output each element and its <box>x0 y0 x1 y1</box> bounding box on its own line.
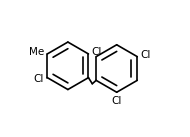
Text: Cl: Cl <box>140 50 150 60</box>
Text: Me: Me <box>29 47 45 57</box>
Text: Cl: Cl <box>112 96 122 106</box>
Text: Cl: Cl <box>91 47 101 57</box>
Text: Cl: Cl <box>34 74 44 84</box>
